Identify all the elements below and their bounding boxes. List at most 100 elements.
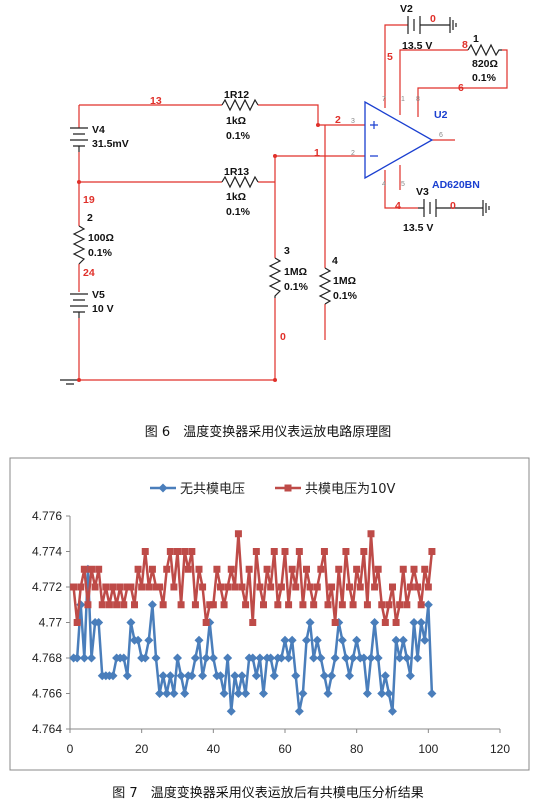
data-point xyxy=(378,601,386,609)
label: V4 xyxy=(92,124,105,136)
label: 0.1% xyxy=(284,281,309,293)
data-point xyxy=(140,653,150,663)
data-point xyxy=(217,583,224,591)
data-point xyxy=(370,618,380,627)
data-point xyxy=(176,671,186,681)
label: 0.1% xyxy=(88,247,113,259)
data-point xyxy=(73,619,81,626)
data-point xyxy=(338,601,346,609)
data-point xyxy=(173,653,182,663)
data-point xyxy=(219,689,229,698)
data-point xyxy=(181,548,189,555)
label: 1R13 xyxy=(224,166,249,178)
data-point xyxy=(116,583,124,591)
data-point xyxy=(270,548,278,555)
label: U2 xyxy=(434,109,448,121)
ground xyxy=(60,379,80,385)
data-point xyxy=(162,689,172,698)
data-point xyxy=(174,548,181,555)
data-point xyxy=(156,583,164,591)
data-point xyxy=(367,530,375,538)
data-point xyxy=(348,653,358,663)
data-point xyxy=(95,565,103,573)
opamp-sign xyxy=(370,121,378,157)
data-point xyxy=(120,601,128,609)
data-point xyxy=(198,671,208,681)
data-point xyxy=(79,653,89,663)
label: AD620BN xyxy=(432,179,480,191)
data-point xyxy=(206,601,214,609)
data-point xyxy=(330,653,340,663)
data-point xyxy=(252,548,260,555)
x-tick-label: 60 xyxy=(278,742,292,756)
data-point xyxy=(410,565,418,573)
data-point xyxy=(328,583,336,591)
data-point xyxy=(395,653,405,663)
data-point xyxy=(331,619,339,626)
data-point xyxy=(373,653,383,663)
data-point xyxy=(316,653,326,663)
data-point xyxy=(421,565,429,573)
data-point xyxy=(287,635,297,645)
battery xyxy=(70,127,88,152)
data-point xyxy=(417,601,425,609)
pin-label: 2 xyxy=(351,150,355,157)
label: 24 xyxy=(83,267,95,279)
data-point xyxy=(138,583,146,591)
data-point xyxy=(423,600,433,610)
data-point xyxy=(234,530,242,538)
label: 6 xyxy=(458,82,464,94)
data-point xyxy=(70,583,78,591)
label: V2 xyxy=(400,3,413,15)
data-point xyxy=(190,653,200,663)
label: 1kΩ xyxy=(226,115,246,127)
data-point xyxy=(337,635,347,645)
data-point xyxy=(245,565,253,573)
x-tick-label: 100 xyxy=(418,742,438,756)
resistor xyxy=(221,175,259,189)
data-point xyxy=(122,671,132,681)
legend-label: 无共模电压 xyxy=(180,482,245,497)
data-point xyxy=(249,619,257,626)
data-point xyxy=(381,619,389,626)
data-point xyxy=(267,583,275,591)
data-point xyxy=(213,565,221,573)
data-point xyxy=(310,601,318,609)
data-point xyxy=(163,565,171,573)
data-point xyxy=(353,565,361,573)
data-point xyxy=(151,653,161,663)
pin-label: 1 xyxy=(401,96,405,103)
data-point xyxy=(399,565,407,573)
node xyxy=(316,123,320,127)
data-point xyxy=(230,671,240,681)
x-tick-label: 0 xyxy=(67,742,74,756)
data-point xyxy=(202,619,210,626)
label: 0.1% xyxy=(226,130,251,142)
data-point xyxy=(319,671,329,681)
data-point xyxy=(414,583,422,591)
data-point xyxy=(166,548,174,555)
label: 1kΩ xyxy=(226,191,246,203)
data-point xyxy=(238,583,246,591)
data-point xyxy=(208,653,218,663)
data-point xyxy=(123,583,131,591)
data-point xyxy=(177,601,185,609)
data-point xyxy=(241,689,251,698)
label: 13 xyxy=(150,95,162,107)
data-point xyxy=(188,548,196,555)
data-point xyxy=(165,671,175,681)
data-point xyxy=(292,583,300,591)
data-point xyxy=(313,583,321,591)
data-point xyxy=(102,583,110,591)
data-point xyxy=(303,565,310,573)
data-point xyxy=(377,689,387,698)
resistor xyxy=(221,98,259,112)
data-point xyxy=(424,583,432,591)
data-point xyxy=(371,583,379,591)
label: 100Ω xyxy=(88,232,114,244)
y-tick-label: 4.776 xyxy=(32,509,62,523)
node xyxy=(273,378,277,382)
data-point xyxy=(327,671,337,681)
y-tick-label: 4.772 xyxy=(32,580,62,594)
